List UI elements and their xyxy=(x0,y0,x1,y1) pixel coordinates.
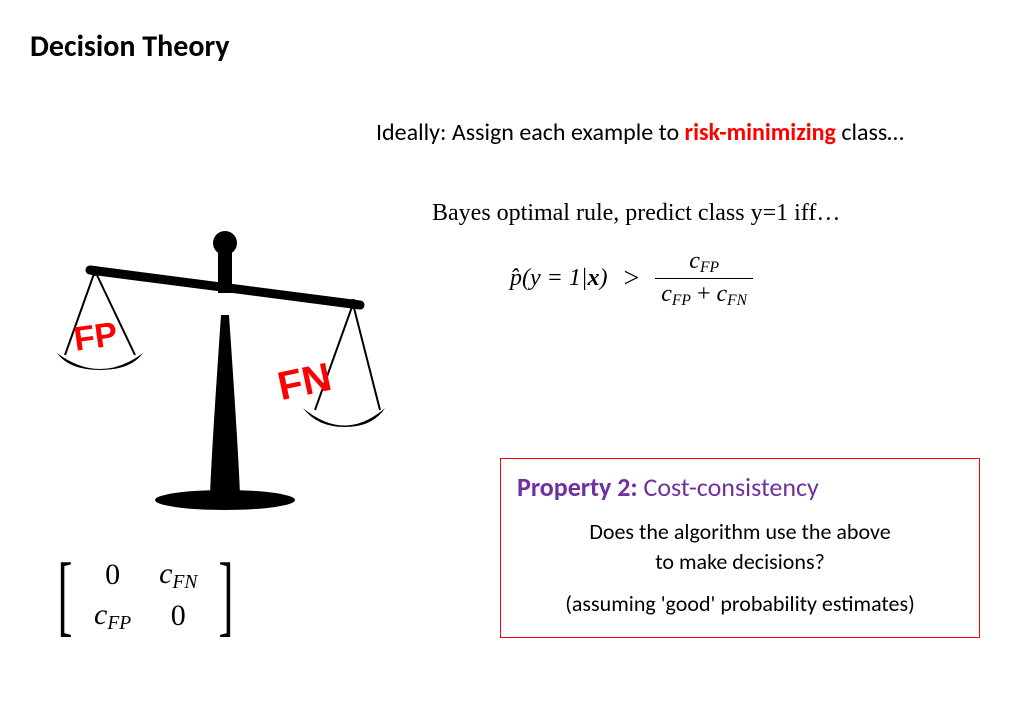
ideally-line: Ideally: Assign each example to risk-min… xyxy=(376,118,904,147)
property-title: Property 2: Cost-consistency xyxy=(517,471,963,503)
fp-label: FP xyxy=(71,315,119,360)
matrix-r2c1: cFP xyxy=(80,596,145,637)
formula-fraction: cFP cFP + cFN xyxy=(655,248,753,309)
page-title: Decision Theory xyxy=(30,28,229,65)
property-note: (assuming 'good' probability estimates) xyxy=(517,590,963,617)
property-box: Property 2: Cost-consistency Does the al… xyxy=(500,458,980,638)
bayes-formula: p̂(y = 1|x) > cFP cFP + cFN xyxy=(510,248,753,309)
fraction-numerator: cFP xyxy=(683,248,725,278)
property-question: Does the algorithm use the above to make… xyxy=(517,517,963,576)
ideally-emphasis: risk-minimizing xyxy=(685,118,836,147)
matrix-r2c2: 0 xyxy=(145,596,211,637)
matrix-r1c2: cFN xyxy=(145,555,211,596)
ideally-suffix: class… xyxy=(836,118,904,147)
bayes-rule-text: Bayes optimal rule, predict class y=1 if… xyxy=(432,200,840,227)
balance-scale-icon xyxy=(45,225,385,525)
matrix-r1c1: 0 xyxy=(80,555,145,596)
ideally-prefix: Ideally: Assign each example to xyxy=(376,118,685,147)
left-bracket-icon: [ xyxy=(57,560,72,632)
fraction-denominator: cFP + cFN xyxy=(655,278,753,309)
cost-matrix: [ 0 cFN cFP 0 ] xyxy=(50,555,241,637)
formula-lhs: p̂(y = 1|x) xyxy=(510,265,607,292)
matrix-body: 0 cFN cFP 0 xyxy=(80,555,211,637)
formula-gt: > xyxy=(623,263,639,295)
right-bracket-icon: ] xyxy=(219,560,234,632)
